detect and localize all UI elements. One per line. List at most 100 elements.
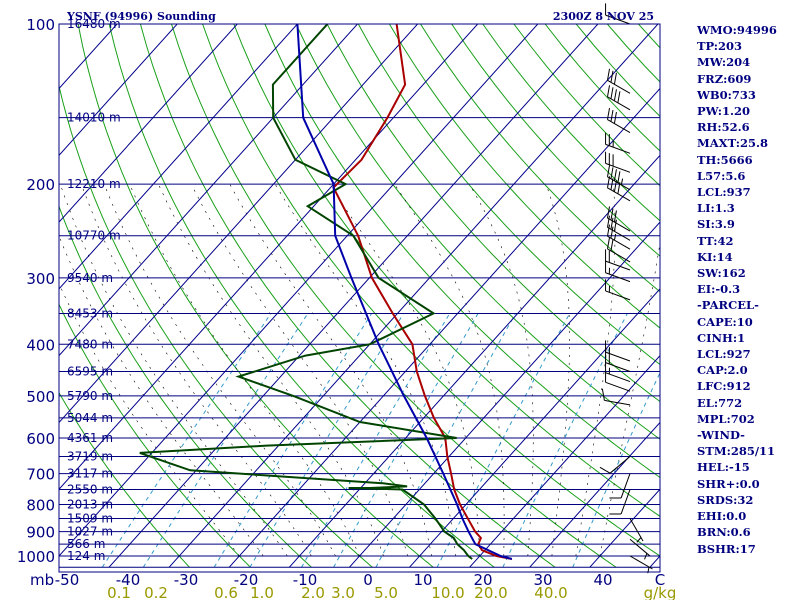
barb-flag (610, 217, 614, 230)
barb-flag (610, 70, 614, 83)
isotherm (59, 24, 479, 490)
pressure-tick-label: 900 (26, 524, 55, 542)
wind-barb (609, 489, 631, 515)
mixing-ratio-line (213, 313, 373, 568)
mixing-ratio-label: 0.6 (214, 584, 238, 600)
barb-flag (610, 208, 614, 221)
index-line: PW:1.20 (697, 104, 751, 119)
station-title: YSNF (94996) Sounding (66, 10, 216, 23)
isotherm (59, 24, 419, 424)
plot-frame (58, 23, 661, 573)
temperature-tick-label: 0 (363, 571, 373, 589)
index-line: MPL:702 (697, 411, 755, 426)
isotherm (348, 221, 660, 568)
index-line: L57:5.6 (697, 168, 746, 183)
height-label: 7480 m (67, 337, 113, 351)
barb-flag (613, 210, 617, 223)
index-line: TT:42 (697, 233, 734, 248)
temperature-tick-label: 40 (593, 571, 612, 589)
wind-barb (601, 388, 631, 406)
parcel-trace (296, 24, 513, 560)
barb-flag (606, 237, 611, 249)
mixing-ratio-line (249, 313, 405, 568)
height-label: 12210 m (67, 177, 121, 191)
moist-adiabat (469, 183, 534, 557)
index-line: -PARCEL- (697, 298, 759, 313)
dry-adiabat (59, 205, 312, 568)
index-line: LI:1.3 (697, 201, 735, 216)
barb-flag (610, 178, 614, 190)
index-line: SHR+:0.0 (697, 476, 760, 491)
barb-staff (607, 96, 631, 111)
wind-barb (605, 151, 631, 173)
height-label: 124 m (67, 549, 105, 563)
barb-flag (610, 226, 614, 239)
mixing-ratio-line (101, 313, 272, 568)
height-label: 14010 m (67, 111, 121, 125)
wind-barb (605, 3, 631, 25)
index-line: EL:772 (697, 395, 743, 410)
wind-barb (605, 370, 631, 392)
mixing-ratio-line (502, 313, 628, 568)
isotherm (529, 421, 660, 568)
wind-barb (609, 473, 631, 499)
dry-adiabat (170, 24, 617, 568)
moist-adiabat (329, 183, 481, 556)
wind-barb (605, 132, 631, 154)
index-line: KI:14 (697, 249, 733, 264)
wind-barb (606, 85, 631, 111)
barb-flag (613, 111, 617, 124)
barb-flag (613, 169, 617, 181)
temperature-tick-label: -10 (293, 571, 318, 589)
moist-adiabat (229, 183, 432, 557)
temperature-trace (332, 24, 513, 560)
wind-barb (605, 350, 631, 372)
moist-adiabat (60, 184, 288, 557)
barb-staff (629, 538, 651, 557)
isotherm (168, 24, 659, 568)
index-line: CINH:1 (697, 330, 746, 345)
barb-flag (601, 388, 605, 401)
barb-flag (606, 176, 611, 188)
moist-adiabat (394, 183, 505, 557)
barb-staff (607, 187, 631, 202)
dewpoint-trace (139, 24, 473, 560)
stability-indices-panel: WMO:94996 TP:203 MW:204 FRZ:609 WB0:733 PW:1.… (697, 22, 797, 557)
wind-barb (599, 456, 631, 474)
barb-half-flag (620, 178, 624, 185)
temperature-tick-label: 10 (413, 571, 432, 589)
pressure-tick-label: 300 (26, 270, 55, 288)
height-label: 3117 m (67, 467, 113, 481)
barb-flag (617, 182, 621, 194)
temperature-tick-label: -20 (234, 571, 259, 589)
barb-flag (606, 107, 611, 120)
barb-flag (613, 89, 617, 101)
index-line: WB0:733 (697, 87, 756, 102)
barb-staff (620, 473, 631, 499)
barb-staff (607, 235, 631, 250)
index-line: SW:162 (697, 266, 746, 281)
barb-flag (610, 239, 614, 251)
height-label: 8453 m (67, 306, 113, 320)
chart-traces (139, 24, 513, 560)
mixing-ratio-line (142, 313, 309, 568)
pressure-tick-label: 500 (26, 388, 55, 406)
pressure-tick-label: 200 (26, 176, 55, 194)
barb-staff (607, 119, 631, 134)
wind-barb (606, 176, 631, 202)
height-label: 5044 m (67, 411, 113, 425)
barb-staff (607, 226, 631, 241)
height-label: 3719 m (67, 449, 113, 463)
temperature-tick-label: 20 (473, 571, 492, 589)
barb-half-flag (636, 537, 642, 543)
barb-staff (607, 176, 631, 191)
pressure-tick-label: 700 (26, 466, 55, 484)
pressure-tick-label: 400 (26, 336, 55, 354)
dry-adiabat (139, 24, 556, 568)
barb-staff (605, 381, 631, 392)
height-label: 10770 m (67, 229, 121, 243)
index-line: BSHR:17 (697, 541, 756, 556)
mixing-ratio-label: 40.0 (534, 584, 567, 600)
